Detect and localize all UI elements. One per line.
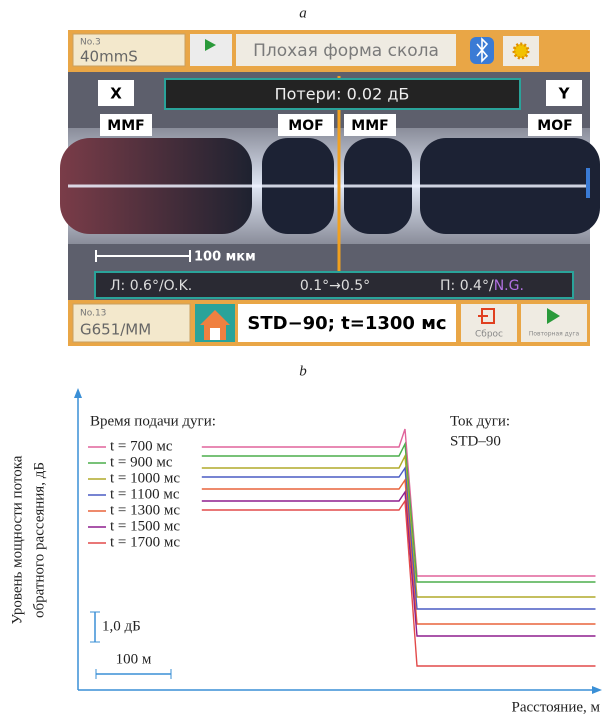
legend-label: t = 1100 мс [110, 486, 180, 502]
x-axis-arrow [592, 686, 602, 694]
page: Figure {"panel_a_label": "a", "screensho… [0, 0, 606, 718]
loss: Потери: 0.02 дБ [275, 85, 410, 104]
annotation: Ток дуги: [450, 413, 510, 429]
right-angle-value: П: 0.4°/ [440, 278, 494, 294]
program-no: No.3 [80, 38, 101, 48]
legend-label: t = 1500 мс [110, 518, 180, 534]
fiber-label: MOF [288, 118, 323, 134]
x-axis-label: Расстояние, м [512, 699, 601, 715]
icon-box [190, 34, 232, 66]
series-line [202, 429, 596, 576]
fiber-no: No.13 [80, 309, 106, 319]
series-line [202, 501, 596, 666]
legend-label: t = 1000 мс [110, 470, 180, 486]
chart: Время подачи дуги: Ток дуги: STD–90 Расс… [9, 388, 602, 715]
figure: a No.3 40mmS Плохая форма скола Потери: … [0, 0, 606, 718]
scale-label: 100 мкм [194, 250, 256, 265]
annotation: STD–90 [450, 433, 501, 449]
message: Плохая форма скола [253, 41, 439, 61]
arc: STD−90; t=1300 мс [247, 313, 446, 334]
home-door [210, 328, 220, 340]
program: 40mmS [80, 48, 138, 66]
angle-range: 0.1°→0.5° [300, 278, 370, 294]
body: a No.3 40mmS Плохая форма скола Потери: … [0, 0, 606, 718]
side-marker [586, 168, 590, 198]
legend-label: t = 700 мс [110, 438, 173, 454]
y-axis-label: обратного рассеяния, дБ [31, 462, 47, 618]
legend-label: t = 900 мс [110, 454, 173, 470]
right-status: N.G. [494, 278, 524, 294]
fiber-label: MMF [351, 118, 388, 134]
series-line [202, 492, 596, 636]
right-angle: П: 0.4°/N.G. [440, 278, 524, 294]
reset: Сброс [475, 330, 503, 340]
screenshot: No.3 40mmS Плохая форма скола Потери: 0.… [60, 30, 600, 346]
legend-label: t = 1700 мс [110, 534, 180, 550]
y-axis-label: Уровень мощности потока [9, 455, 25, 624]
series-line [202, 444, 596, 582]
left-angle: Л: 0.6°/O.K. [110, 278, 192, 294]
y-axis-arrow [74, 388, 82, 398]
panel-label: b [299, 363, 307, 379]
scale-label: 1,0 дБ [102, 618, 141, 634]
fiber: G651/MM [80, 321, 151, 339]
camera-label: Y [558, 85, 571, 103]
repeat: Повторная дуга [529, 331, 580, 338]
scale-label: 100 м [116, 651, 152, 667]
fiber-label: MMF [107, 118, 144, 134]
panel-label: a [299, 5, 307, 21]
legend-label: t = 1300 мс [110, 502, 180, 518]
legend-title: Время подачи дуги: [90, 413, 216, 429]
fiber-label: MOF [537, 118, 572, 134]
camera-label: X [110, 85, 122, 103]
sun-icon [514, 44, 528, 58]
